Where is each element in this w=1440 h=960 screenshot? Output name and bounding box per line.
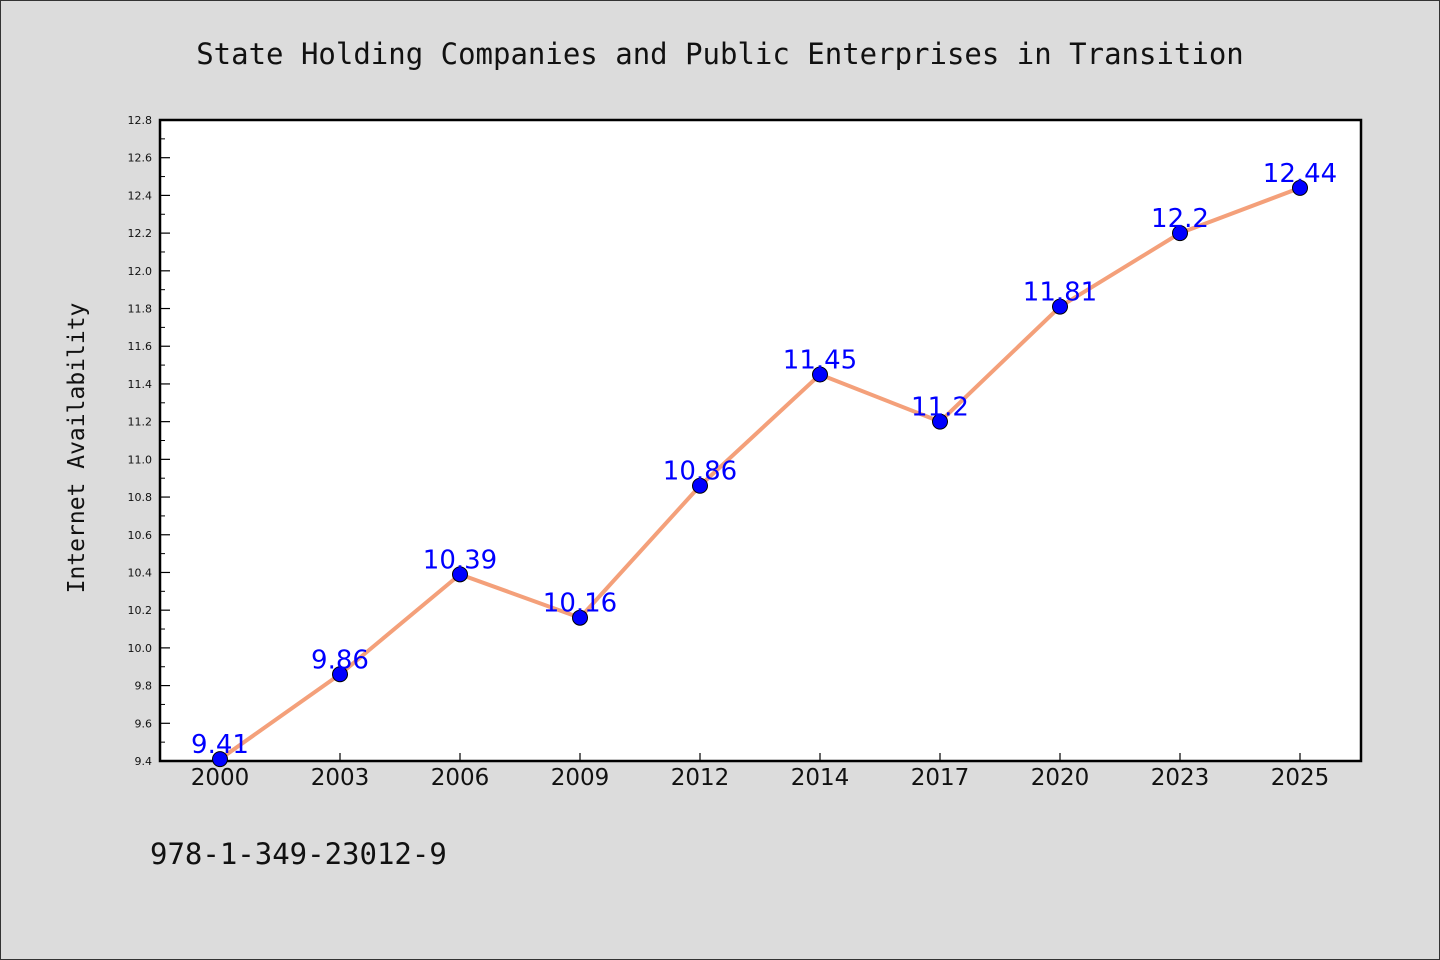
data-point [812,366,828,383]
y-tick-label: 10.8 [128,491,153,504]
data-labels: 9.41 9.86 10.39 10.16 10.86 11.45 11.2 11.81 12.… [191,159,1337,760]
x-tick-label: 2025 [1271,765,1330,791]
x-tick-label: 2009 [551,765,610,791]
data-label: 12.2 [1151,204,1209,234]
data-label: 9.86 [311,645,369,675]
data-point [572,609,588,626]
data-point [1292,179,1308,196]
y-tick-label: 12.6 [128,152,153,165]
data-point [452,566,468,583]
x-tick-label: 2020 [1031,765,1090,791]
plot-area [158,118,1363,763]
y-axis-label: Internet Availability [64,303,90,594]
x-tick-label: 2003 [311,765,370,791]
y-axis: 9.4 9.6 9.8 10.0 10.2 10.4 10.6 10.8 11.0 11.2 11.… [128,114,170,768]
y-tick-label: 11.2 [128,416,153,429]
y-tick-label: 11.0 [128,453,153,466]
x-tick-label: 2017 [911,765,970,791]
data-label: 12.44 [1263,159,1337,189]
data-point [1172,225,1188,242]
y-tick-label: 10.6 [128,529,153,542]
data-point [212,751,228,768]
data-label: 9.41 [191,730,249,760]
data-label: 11.45 [783,346,857,376]
data-label: 10.39 [423,545,497,575]
data-label: 11.2 [911,393,969,423]
x-tick-label: 2000 [191,765,250,791]
series-line [218,185,1301,761]
y-tick-label: 12.2 [128,227,153,240]
data-markers [212,179,1308,768]
x-tick-label: 2006 [431,765,490,791]
y-tick-label: 10.4 [128,566,153,579]
y-tick-label: 12.4 [128,189,153,202]
y-tick-label: 11.8 [128,303,153,316]
x-axis: 2000 2003 2006 2009 2012 2014 2017 2020 2023 2025 [191,753,1330,791]
y-tick-label: 9.6 [135,717,153,730]
y-tick-label: 10.0 [128,642,153,655]
y-tick-label: 10.2 [128,604,153,617]
y-tick-label: 12.8 [128,114,153,127]
chart-title: State Holding Companies and Public Enter… [196,37,1244,71]
y-tick-label: 9.8 [135,680,153,693]
data-label: 10.16 [543,589,617,619]
y-tick-label: 11.6 [128,340,153,353]
data-label: 11.81 [1023,278,1097,308]
data-point [1052,298,1068,315]
data-point [692,477,708,494]
x-tick-label: 2023 [1151,765,1210,791]
x-tick-label: 2014 [791,765,850,791]
data-label: 10.86 [663,457,737,487]
data-point [332,666,348,683]
isbn-text: 978-1-349-23012-9 [150,837,447,871]
y-tick-label: 11.4 [128,378,153,391]
y-tick-label: 9.4 [135,755,153,768]
data-point [932,413,948,430]
y-tick-label: 12.0 [128,265,153,278]
x-tick-label: 2012 [671,765,730,791]
